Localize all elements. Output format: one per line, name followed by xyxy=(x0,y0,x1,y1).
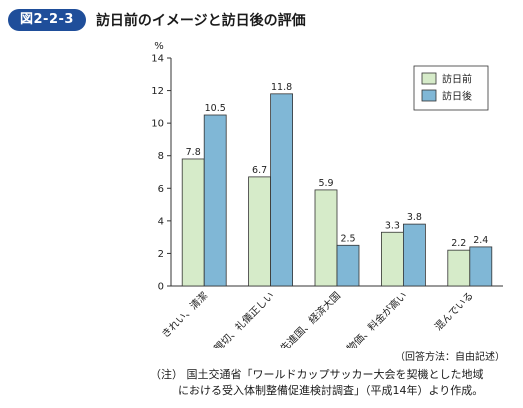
bar-value-label: 11.8 xyxy=(271,82,292,93)
bar xyxy=(447,249,471,287)
legend-label: 訪日後 xyxy=(442,90,472,103)
x-category-label: 親切、礼儀正しい xyxy=(211,289,277,348)
bar-value-label: 2.2 xyxy=(451,238,466,249)
bar xyxy=(248,176,272,287)
footnote-line-1: （注） 国土交通省「ワールドカップサッカー大会を契機とした地域 xyxy=(150,368,484,381)
bar-value-label: 5.9 xyxy=(318,178,333,189)
legend-swatch xyxy=(421,89,437,102)
bar-value-label: 3.3 xyxy=(385,220,400,231)
bar-value-label: 6.7 xyxy=(252,165,267,176)
bar-value-label: 3.8 xyxy=(407,212,422,223)
figure-title: 訪日前のイメージと訪日後の評価 xyxy=(95,13,306,29)
bar xyxy=(380,231,404,287)
bar xyxy=(270,93,294,287)
x-category-label: きれい、清潔 xyxy=(159,289,211,341)
y-tick-label: 14 xyxy=(151,54,164,65)
bar-value-label: 2.5 xyxy=(340,233,355,244)
x-category-label: 先進国、経済大国 xyxy=(277,289,343,348)
y-tick-label: 6 xyxy=(158,184,164,195)
bar-chart: 0 2 4 6 8 10 12 14% 7.8 10.5 きれい、清潔 6.7 11.8 親切、礼儀正しい… xyxy=(151,41,503,348)
bar-value-label: 7.8 xyxy=(186,147,201,158)
legend-label: 訪日前 xyxy=(442,73,472,86)
y-tick-label: 8 xyxy=(158,151,164,162)
bar xyxy=(402,223,426,287)
y-tick-label: 10 xyxy=(151,119,164,130)
bar xyxy=(336,244,360,287)
bar xyxy=(181,158,205,287)
legend-swatch xyxy=(421,72,437,85)
y-tick-label: 0 xyxy=(158,282,164,293)
legend-box xyxy=(413,65,489,111)
y-tick-label: 2 xyxy=(158,249,164,260)
answer-method-note: （回答方法：自由記述） xyxy=(395,352,505,363)
figure-number-badge: 図2-2-3 xyxy=(8,9,86,31)
bar xyxy=(314,189,338,287)
bar-value-label: 2.4 xyxy=(473,235,488,246)
footnote-line-2: における受入体制整備促進検討調査」（平成14年）より作成。 xyxy=(178,384,484,397)
figure-header: 図2-2-3 訪日前のイメージと訪日後の評価 xyxy=(8,8,306,32)
x-category-label: 混んでいる xyxy=(432,290,475,333)
bar xyxy=(469,246,493,287)
bar xyxy=(203,114,227,287)
y-axis-unit-label: % xyxy=(154,41,164,52)
x-category-label: 物価、料金が高い xyxy=(344,289,410,348)
y-tick-label: 4 xyxy=(158,216,164,227)
bar-value-label: 10.5 xyxy=(205,103,226,114)
y-tick-label: 12 xyxy=(151,86,164,97)
